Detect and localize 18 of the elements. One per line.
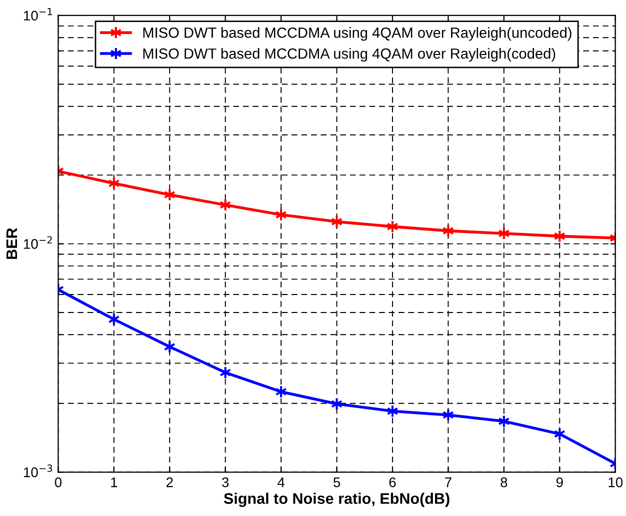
x-tick-label: 10 [608,477,623,488]
y-axis-title: BER [6,228,17,259]
y-tick-label: 10$^{−2}$ [24,236,52,249]
x-tick-label: 4 [278,478,285,488]
y-tick-label: 10$^{−3}$ [24,464,52,478]
x-tick-label: 2 [166,477,173,488]
x-axis-title: Signal to Noise ratio, EbNo(dB) [224,492,450,508]
x-tick-label: 1 [111,478,118,488]
x-tick-label: 3 [222,477,229,488]
x-tick-label: 8 [500,477,508,488]
x-tick-label: 7 [445,478,452,488]
x-tick-label: 6 [389,477,396,488]
legend-label: MISO DWT based MCCDMA using 4QAM over Rayleigh(uncoded) [143,27,572,41]
x-tick-label: 0 [54,477,62,488]
x-tick-label: 9 [556,477,563,488]
legend-label: MISO DWT based MCCDMA using 4QAM over Rayleigh(coded) [143,48,556,62]
y-tick-label: 10$^{−1}$ [24,8,52,21]
x-tick-label: 5 [333,478,340,488]
